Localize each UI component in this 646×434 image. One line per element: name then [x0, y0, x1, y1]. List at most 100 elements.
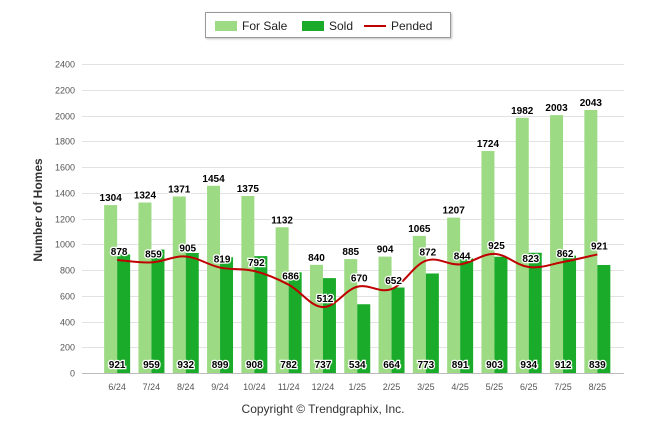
y-tick-label: 400 [60, 318, 75, 328]
data-labels: 1304 878 921 1324 859 959 1371 905 932 1454 819 899… [98, 97, 609, 373]
data-label-sold: 959 [143, 360, 160, 371]
bar-sold [597, 264, 611, 373]
y-tick-label: 2400 [55, 60, 75, 70]
data-label-for-sale: 1304 [100, 193, 123, 204]
data-label-sold: 932 [177, 360, 194, 371]
y-tick-label: 600 [60, 292, 75, 302]
data-label-sold: 903 [486, 360, 503, 371]
data-label-for-sale: 1324 [134, 191, 157, 202]
data-label-pended: 792 [248, 258, 265, 269]
bar-for-sale [207, 185, 221, 373]
y-axis-label: Number of Homes [31, 158, 45, 262]
x-tick-label: 4/25 [451, 382, 469, 392]
data-label-sold: 899 [212, 360, 229, 371]
legend-label-sold: Sold [329, 19, 354, 33]
pended-line [117, 252, 598, 309]
data-label-pended: 686 [282, 272, 299, 283]
data-label-for-sale: 1207 [443, 206, 466, 217]
data-label-for-sale: 1454 [202, 174, 225, 185]
y-tick-label: 1600 [55, 163, 75, 173]
bar-sold [425, 273, 439, 373]
data-label-sold: 773 [418, 360, 435, 371]
bar-sold [460, 258, 474, 373]
legend-label-pended: Pended [391, 19, 433, 33]
legend-item-for-sale[interactable]: For Sale [215, 18, 295, 34]
y-tick-label: 1400 [55, 189, 75, 199]
x-tick-label: 8/24 [177, 382, 195, 392]
data-label-pended: 670 [351, 274, 368, 285]
x-tick-label: 6/25 [520, 382, 538, 392]
legend-swatch-sold [302, 21, 324, 31]
x-tick-label: 5/25 [486, 382, 504, 392]
bar-for-sale [412, 235, 426, 373]
bar-sold [151, 249, 165, 373]
y-tick-label: 2200 [55, 86, 75, 96]
data-label-for-sale: 1375 [237, 184, 260, 195]
y-tick-label: 0 [70, 369, 75, 379]
x-tick-label: 3/25 [417, 382, 435, 392]
bar-sold [357, 304, 371, 373]
legend-item-sold[interactable]: Sold [302, 18, 362, 34]
data-label-pended: 859 [145, 249, 162, 260]
x-tick-label: 11/24 [278, 382, 300, 392]
x-tick-label: 1/25 [348, 382, 366, 392]
y-tick-label: 2000 [55, 112, 75, 122]
data-label-for-sale: 840 [308, 253, 325, 264]
bar-sold [391, 287, 405, 373]
bar-for-sale [481, 151, 495, 373]
data-label-pended: 844 [454, 251, 471, 262]
bar-for-sale [378, 256, 392, 373]
pended-line-group [117, 252, 598, 309]
legend: For Sale Sold Pended [205, 12, 451, 38]
x-tick-label: 8/25 [589, 382, 607, 392]
legend-label-for-sale: For Sale [242, 19, 288, 33]
data-label-for-sale: 1982 [511, 106, 534, 117]
copyright-footer: Copyright © Trendgraphix, Inc. [241, 402, 405, 416]
bar-sold [220, 257, 234, 373]
x-tick-label: 7/25 [554, 382, 572, 392]
x-tick-label: 10/24 [243, 382, 266, 392]
legend-item-pended[interactable]: Pended [364, 18, 444, 34]
bar-for-sale [447, 217, 461, 373]
data-label-pended: 878 [111, 247, 128, 258]
bar-sold [322, 278, 336, 373]
data-label-sold: 737 [315, 360, 332, 371]
x-tick-label: 6/24 [108, 382, 126, 392]
data-label-for-sale: 1065 [408, 224, 431, 235]
y-tick-label: 1000 [55, 240, 75, 250]
bar-for-sale [309, 264, 323, 373]
data-label-pended: 823 [522, 254, 539, 265]
data-label-for-sale: 1724 [477, 139, 500, 150]
bar-for-sale [138, 202, 152, 373]
data-label-pended: 819 [214, 255, 231, 266]
bars [104, 109, 611, 374]
data-label-pended: 925 [488, 241, 505, 252]
data-label-for-sale: 1371 [168, 184, 191, 195]
legend-swatch-for-sale [215, 21, 237, 31]
bar-sold [528, 252, 542, 373]
data-label-sold: 782 [280, 360, 297, 371]
y-tick-label: 1200 [55, 215, 75, 225]
bar-for-sale [241, 195, 255, 373]
bar-sold [563, 255, 577, 373]
legend-swatch-pended [364, 25, 386, 27]
data-label-pended: 512 [317, 294, 334, 305]
x-tick-label: 7/24 [143, 382, 161, 392]
bar-sold [254, 256, 268, 373]
data-label-sold: 534 [349, 360, 366, 371]
bar-sold [288, 272, 302, 373]
data-label-sold: 921 [109, 360, 126, 371]
data-label-for-sale: 1132 [271, 215, 293, 226]
bar-for-sale [104, 205, 118, 373]
data-label-for-sale: 904 [377, 245, 394, 256]
bar-for-sale [275, 227, 289, 373]
y-tick-label: 1800 [55, 137, 75, 147]
x-tick-label: 2/25 [383, 382, 401, 392]
data-label-sold: 664 [383, 360, 400, 371]
bar-for-sale [584, 109, 598, 374]
data-label-sold: 839 [589, 360, 606, 371]
data-label-sold: 934 [520, 360, 537, 371]
data-label-pended: 652 [385, 276, 402, 287]
data-label-sold: 908 [246, 360, 263, 371]
